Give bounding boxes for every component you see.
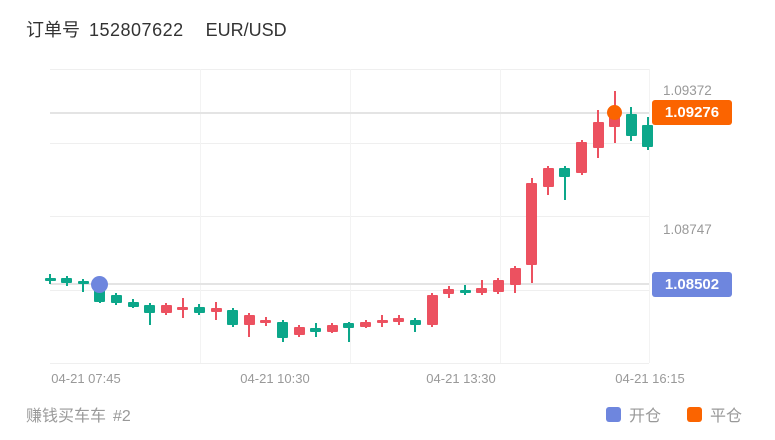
gridline-vertical: [350, 69, 351, 363]
candle-wick: [82, 278, 85, 292]
strategy-name-text: 赚钱买车车: [26, 408, 107, 425]
candle-body: [326, 325, 338, 332]
gridline-horizontal: [50, 142, 649, 144]
candle-body: [160, 305, 172, 314]
gridline-horizontal: [50, 216, 649, 217]
candle-body: [492, 280, 504, 292]
candle-body: [642, 125, 654, 148]
gridline-vertical: [200, 69, 201, 363]
candle-body: [193, 306, 205, 314]
candle-body: [376, 319, 388, 323]
candle-wick: [480, 280, 483, 295]
gridline-vertical: [500, 69, 501, 363]
x-axis-label-3: 04-21 13:30: [426, 371, 496, 386]
candle-body: [360, 321, 372, 327]
candle-body: [61, 277, 73, 284]
candle-body: [526, 183, 538, 265]
candle-body: [243, 315, 255, 326]
candle-body: [44, 277, 56, 281]
y-axis-label-mid: 1.08747: [663, 222, 712, 237]
candle-body: [559, 168, 571, 177]
entry-price-tag: 1.08502: [652, 272, 732, 297]
candle-body: [409, 319, 421, 326]
candle-body: [94, 284, 106, 302]
order-id: 152807622: [89, 20, 184, 40]
candle-body: [576, 141, 588, 173]
strategy-number: #2: [113, 408, 131, 425]
candle-body: [293, 326, 305, 336]
legend-item-open[interactable]: 开仓: [605, 402, 661, 426]
candle-wick: [464, 284, 467, 295]
candle-body: [210, 308, 222, 312]
legend-item-close[interactable]: 平仓: [686, 402, 742, 426]
chart-legend: 开仓 平仓: [605, 402, 742, 426]
gridline-horizontal: [50, 363, 649, 364]
candle-body: [227, 310, 239, 326]
candle-body: [260, 319, 272, 324]
candle-body: [443, 288, 455, 295]
candle-wick: [148, 303, 151, 326]
close-position-marker: [607, 105, 623, 121]
price-reference-line: [50, 283, 649, 286]
candle-wick: [347, 321, 350, 342]
y-axis-label-max: 1.09372: [663, 83, 712, 98]
legend-open-label: 开仓: [628, 408, 661, 425]
price-reference-line: [50, 111, 649, 114]
candle-body: [459, 290, 471, 294]
order-number-label: 订单号: [26, 20, 80, 40]
candle-body: [476, 288, 488, 294]
candle-body: [144, 305, 156, 314]
candle-body: [77, 280, 89, 285]
gridline-vertical: [649, 69, 650, 363]
candle-body: [343, 323, 355, 329]
open-position-marker: [91, 275, 109, 293]
order-title: 订单号 152807622 EUR/USD: [26, 16, 287, 42]
close-legend-swatch: [686, 406, 702, 422]
strategy-name: 赚钱买车车 #2: [26, 402, 131, 426]
candle-body: [542, 168, 554, 187]
candle-body: [625, 114, 637, 136]
candle-body: [310, 328, 322, 332]
candle-body: [110, 294, 122, 304]
candle-body: [509, 268, 521, 285]
close-price-tag: 1.09276: [652, 100, 732, 125]
candle-body: [592, 121, 604, 148]
legend-close-label: 平仓: [709, 408, 742, 425]
candle-body: [127, 301, 139, 307]
instrument-symbol: EUR/USD: [205, 20, 287, 40]
candle-body: [393, 318, 405, 322]
x-axis-label-4: 04-21 16:15: [615, 371, 685, 386]
gridline-horizontal: [50, 69, 649, 70]
candle-wick: [563, 166, 566, 201]
x-axis-label-2: 04-21 10:30: [240, 371, 310, 386]
candle-body: [177, 306, 189, 310]
candle-body: [277, 321, 289, 339]
x-axis-label-1: 04-21 07:45: [51, 371, 121, 386]
candle-body: [609, 117, 621, 128]
candle-body: [426, 294, 438, 326]
open-legend-swatch: [605, 406, 621, 422]
gridline-horizontal: [50, 289, 649, 291]
